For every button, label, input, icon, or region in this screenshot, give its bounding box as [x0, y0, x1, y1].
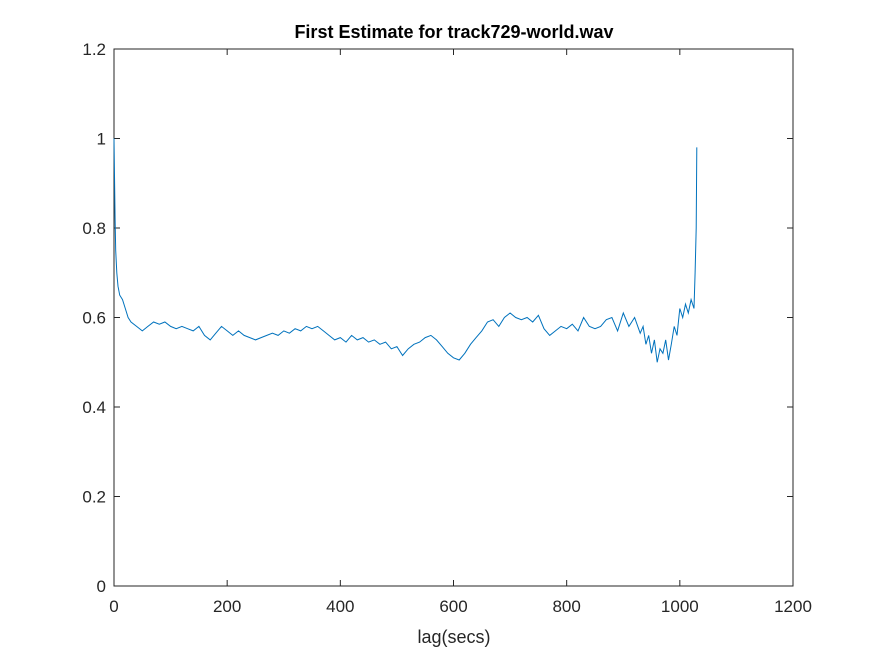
x-tick-label: 600 — [439, 597, 467, 616]
x-tick-label: 800 — [552, 597, 580, 616]
x-axis: 0 200 400 600 800 1000 1200 — [109, 49, 812, 616]
chart-title: First Estimate for track729-world.wav — [294, 22, 613, 42]
y-tick-label: 0.2 — [82, 488, 106, 507]
x-tick-label: 1000 — [661, 597, 699, 616]
y-tick-label: 1.2 — [82, 40, 106, 59]
y-tick-label: 0.6 — [82, 309, 106, 328]
y-tick-label: 0.8 — [82, 219, 106, 238]
series-line — [113, 138, 698, 363]
plot-area — [113, 48, 794, 587]
x-tick-label: 200 — [213, 597, 241, 616]
x-axis-label: lag(secs) — [417, 627, 490, 647]
y-tick-label: 0.4 — [82, 398, 106, 417]
y-axis: 0 0.2 0.4 0.6 0.8 1 1.2 — [82, 40, 793, 596]
y-tick-label: 0 — [97, 577, 106, 596]
x-tick-label: 400 — [326, 597, 354, 616]
x-tick-label: 0 — [109, 597, 118, 616]
y-tick-label: 1 — [97, 130, 106, 149]
x-tick-label: 1200 — [774, 597, 812, 616]
